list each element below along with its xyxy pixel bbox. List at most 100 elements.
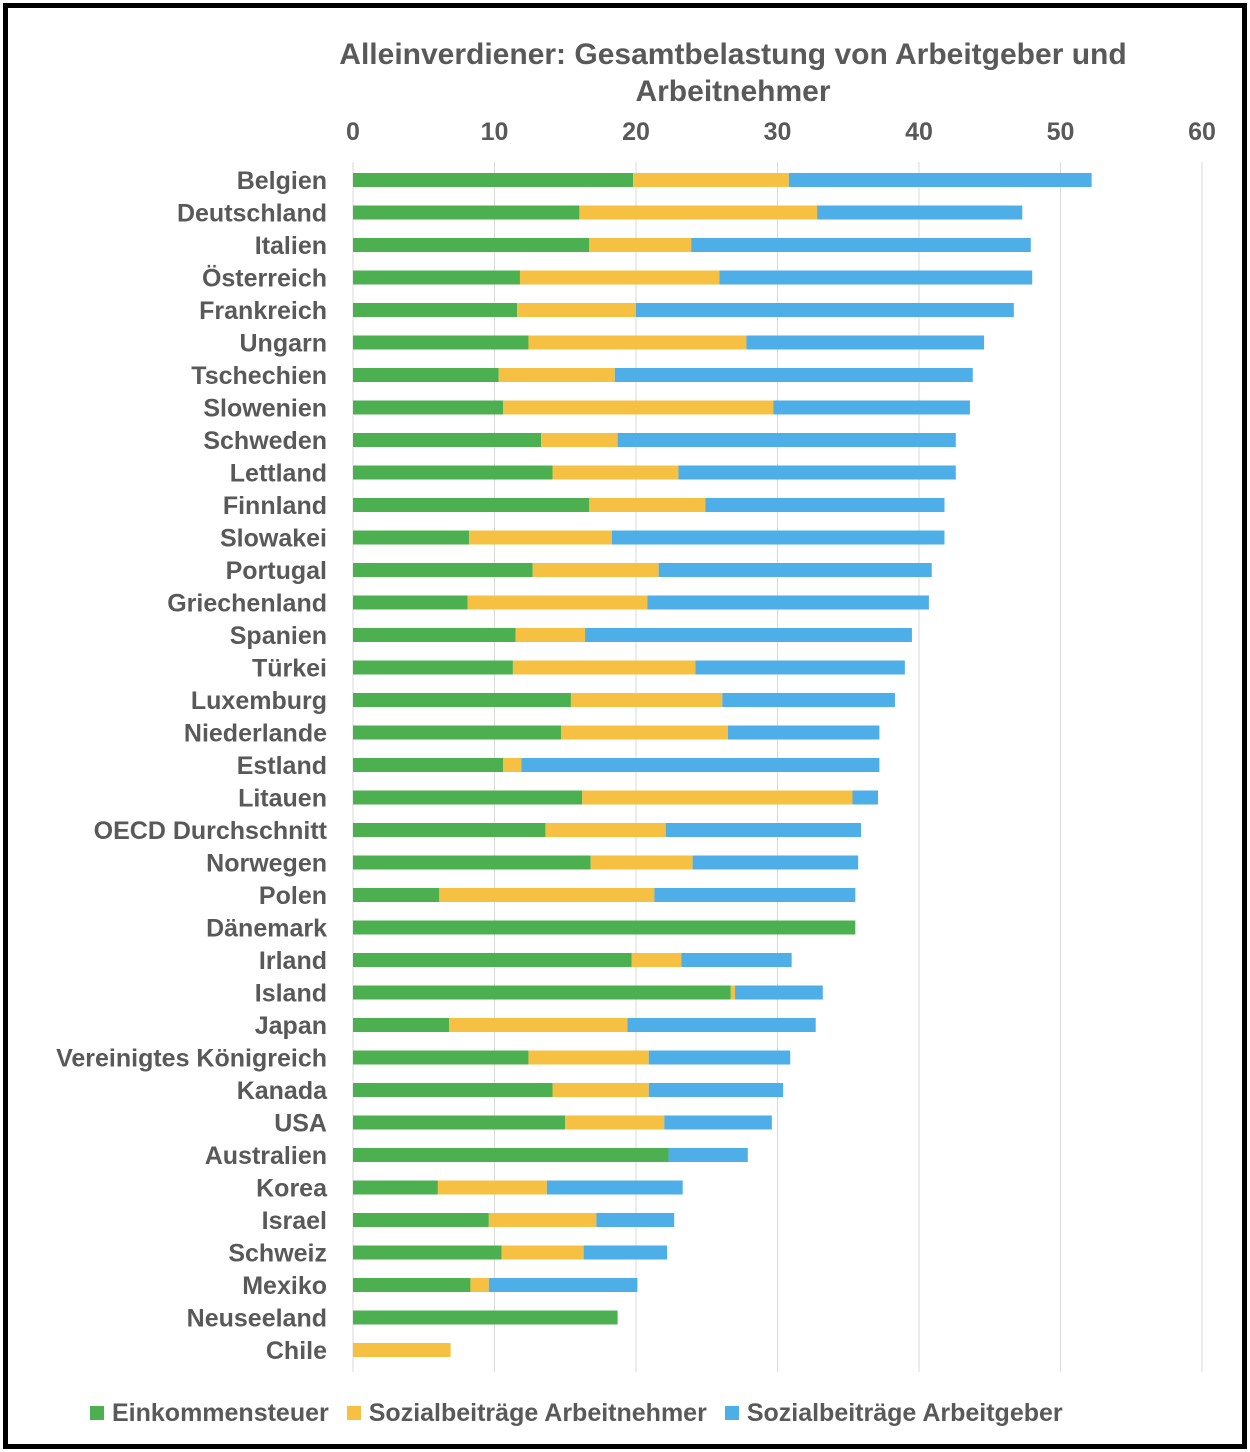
bar-sozialbeitraege-arbeitgeber <box>727 725 880 740</box>
bar-einkommensteuer <box>353 1180 438 1195</box>
bar-einkommensteuer <box>353 1310 618 1325</box>
bar-sozialbeitraege-arbeitnehmer <box>528 335 747 350</box>
x-tick-label: 10 <box>481 118 509 146</box>
bar-sozialbeitraege-arbeitnehmer <box>589 238 692 252</box>
legend-label: Einkommensteuer <box>112 1398 329 1427</box>
bar-sozialbeitraege-arbeitgeber <box>648 1050 791 1065</box>
category-label: Spanien <box>230 622 327 650</box>
bar-sozialbeitraege-arbeitgeber <box>627 1018 816 1032</box>
bar-sozialbeitraege-arbeitnehmer <box>541 433 618 447</box>
category-label: Mexiko <box>242 1272 327 1300</box>
bar-sozialbeitraege-arbeitnehmer <box>519 270 720 285</box>
chart-title: Alleinverdiener: Gesamtbelastung von Arb… <box>8 36 1250 110</box>
bar-einkommensteuer <box>353 1018 450 1032</box>
category-label: Luxemburg <box>191 687 327 715</box>
category-label: Dänemark <box>206 915 327 943</box>
bar-einkommensteuer <box>353 1245 502 1260</box>
bar-einkommensteuer <box>353 920 856 935</box>
bar-einkommensteuer <box>353 368 499 382</box>
bar-sozialbeitraege-arbeitnehmer <box>439 888 655 902</box>
category-label: Finnland <box>223 492 327 520</box>
bar-sozialbeitraege-arbeitnehmer <box>552 465 679 480</box>
bar-sozialbeitraege-arbeitgeber <box>746 335 985 350</box>
category-label: Italien <box>255 232 327 260</box>
bar-sozialbeitraege-arbeitgeber <box>665 823 861 837</box>
bar-einkommensteuer <box>353 1278 471 1292</box>
category-label: Griechenland <box>167 590 327 618</box>
bar-einkommensteuer <box>353 205 580 220</box>
category-label: Norwegen <box>206 850 327 878</box>
category-label: Ungarn <box>240 330 328 358</box>
bar-einkommensteuer <box>353 823 546 837</box>
category-label: Korea <box>256 1175 328 1203</box>
bar-einkommensteuer <box>353 628 516 642</box>
bar-sozialbeitraege-arbeitgeber <box>852 790 878 805</box>
bar-einkommensteuer <box>353 1115 566 1130</box>
legend-label: Sozialbeiträge Arbeitgeber <box>746 1398 1063 1427</box>
category-label: Irland <box>259 947 327 975</box>
bar-sozialbeitraege-arbeitnehmer <box>590 855 693 870</box>
bar-sozialbeitraege-arbeitnehmer <box>502 758 522 772</box>
bar-einkommensteuer <box>353 173 634 187</box>
category-label: Türkei <box>252 655 327 683</box>
bar-sozialbeitraege-arbeitnehmer <box>470 1278 489 1292</box>
category-label: Polen <box>259 882 327 910</box>
category-label: Belgien <box>237 167 327 195</box>
bar-sozialbeitraege-arbeitgeber <box>719 270 1033 285</box>
bar-sozialbeitraege-arbeitnehmer <box>532 563 659 577</box>
bar-einkommensteuer <box>353 465 553 480</box>
bar-einkommensteuer <box>353 693 571 707</box>
bar-sozialbeitraege-arbeitgeber <box>691 238 1031 252</box>
bar-sozialbeitraege-arbeitnehmer <box>502 400 774 415</box>
bar-einkommensteuer <box>353 530 470 545</box>
bar-sozialbeitraege-arbeitgeber <box>636 303 1014 317</box>
bar-sozialbeitraege-arbeitgeber <box>654 888 856 902</box>
x-tick-label: 20 <box>622 118 650 146</box>
bar-einkommensteuer <box>353 270 520 285</box>
category-label: OECD Durchschnitt <box>94 817 328 845</box>
bar-sozialbeitraege-arbeitnehmer <box>565 1115 665 1130</box>
bar-einkommensteuer <box>353 1050 529 1065</box>
bar-sozialbeitraege-arbeitnehmer <box>488 1213 597 1227</box>
category-label: Vereinigtes Königreich <box>56 1045 327 1073</box>
bar-sozialbeitraege-arbeitgeber <box>658 563 932 577</box>
legend-item-einkommensteuer: Einkommensteuer <box>90 1399 329 1428</box>
bar-sozialbeitraege-arbeitnehmer <box>730 985 736 1000</box>
bar-einkommensteuer <box>353 595 468 610</box>
bar-sozialbeitraege-arbeitnehmer <box>589 498 706 512</box>
bar-sozialbeitraege-arbeitnehmer <box>467 595 648 610</box>
category-label: Island <box>255 980 327 1008</box>
category-label: Estland <box>237 752 327 780</box>
bar-einkommensteuer <box>353 985 731 1000</box>
bar-sozialbeitraege-arbeitgeber <box>678 465 956 480</box>
category-label: Israel <box>262 1207 327 1235</box>
bar-sozialbeitraege-arbeitgeber <box>788 173 1092 187</box>
category-label: Österreich <box>202 264 327 293</box>
bar-sozialbeitraege-arbeitnehmer <box>515 628 586 642</box>
category-label: Frankreich <box>199 297 327 325</box>
x-tick-label: 40 <box>905 118 933 146</box>
category-label: Lettland <box>230 460 327 488</box>
bar-sozialbeitraege-arbeitgeber <box>596 1213 675 1227</box>
category-label: Australien <box>205 1142 327 1170</box>
bar-einkommensteuer <box>353 758 503 772</box>
category-label: Chile <box>266 1337 327 1365</box>
bar-sozialbeitraege-arbeitnehmer <box>570 693 723 707</box>
category-label: Litauen <box>238 785 327 813</box>
legend-swatch <box>724 1406 739 1420</box>
bar-einkommensteuer <box>353 953 632 967</box>
bar-sozialbeitraege-arbeitgeber <box>583 1245 668 1260</box>
category-label: Japan <box>255 1012 327 1040</box>
bar-sozialbeitraege-arbeitnehmer <box>517 303 636 317</box>
bar-einkommensteuer <box>353 303 518 317</box>
bar-einkommensteuer <box>353 563 533 577</box>
bar-einkommensteuer <box>353 725 562 740</box>
bar-sozialbeitraege-arbeitnehmer <box>353 1343 451 1357</box>
bar-sozialbeitraege-arbeitgeber <box>705 498 945 512</box>
bar-sozialbeitraege-arbeitgeber <box>695 660 905 675</box>
bar-sozialbeitraege-arbeitnehmer <box>582 790 853 805</box>
bar-sozialbeitraege-arbeitgeber <box>546 1180 683 1195</box>
x-tick-label: 0 <box>346 118 360 146</box>
bar-sozialbeitraege-arbeitnehmer <box>498 368 615 382</box>
